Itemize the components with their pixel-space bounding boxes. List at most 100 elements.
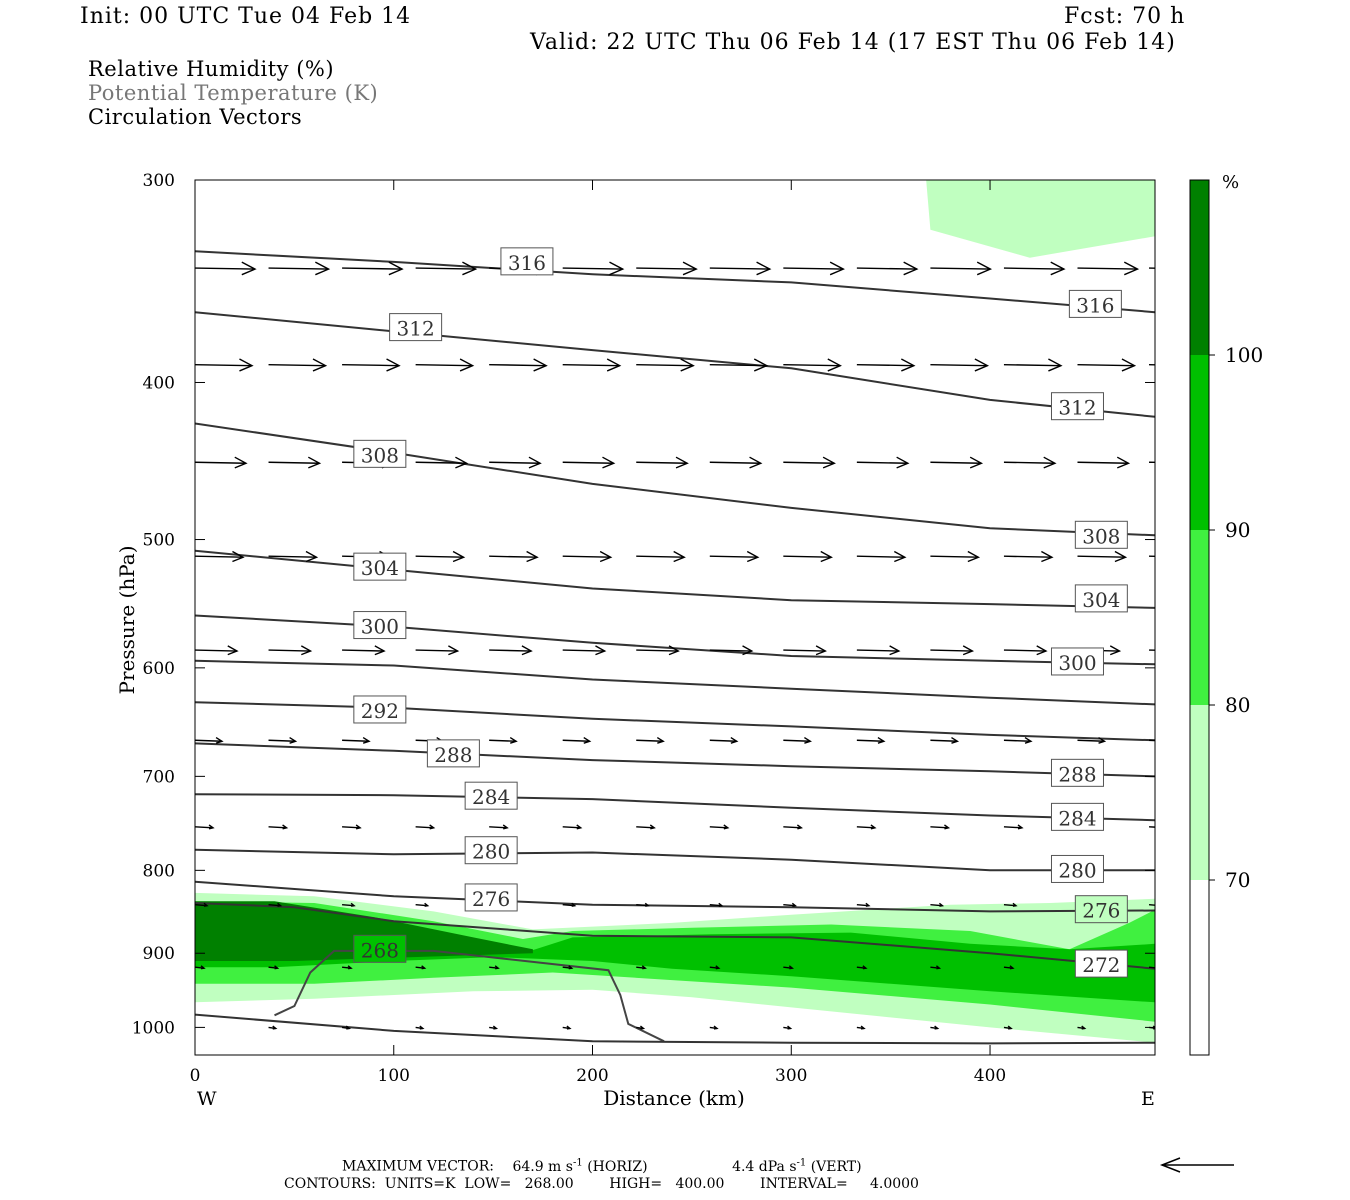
- vector-shaft: [415, 363, 473, 367]
- vector-head: [682, 261, 698, 276]
- y-tick-label: 700: [143, 767, 175, 787]
- circulation-vector: [709, 1025, 719, 1030]
- vector-shaft: [783, 363, 841, 367]
- vector-head: [974, 358, 990, 372]
- vector-shaft: [709, 826, 728, 829]
- vector-shaft: [1148, 826, 1155, 828]
- vector-shaft: [1003, 267, 1064, 270]
- vector-head: [452, 550, 466, 563]
- x-tick-label: 100: [378, 1066, 410, 1086]
- y-tick-label: 600: [143, 659, 175, 679]
- x-tick-label: 200: [576, 1066, 608, 1086]
- circulation-vector: [1077, 261, 1140, 276]
- circulation-vector: [415, 645, 460, 656]
- y-tick-label: 1000: [132, 1018, 175, 1038]
- circulation-vector: [1003, 645, 1048, 656]
- circulation-vector: [930, 261, 993, 276]
- circulation-vector: [636, 645, 680, 656]
- vector-head: [903, 261, 919, 276]
- isentrope-label-box-276: [464, 883, 518, 912]
- vector-head: [307, 456, 322, 469]
- isentrope-label-304: 304: [1082, 588, 1120, 612]
- isentrope-312: [195, 311, 1155, 418]
- circulation-vector: [342, 736, 371, 744]
- vector-shaft: [783, 555, 832, 558]
- vector-shaft: [930, 363, 988, 367]
- vector-head: [893, 550, 907, 563]
- circulation-vector: [489, 550, 539, 563]
- vector-head: [1114, 550, 1128, 563]
- circulation-vector: [342, 965, 353, 970]
- circulation-vector: [783, 736, 812, 744]
- plot-frame: [194, 179, 1156, 1056]
- vector-shaft: [268, 555, 317, 558]
- vector-head: [1109, 645, 1122, 656]
- vector-shaft: [1003, 363, 1061, 367]
- vector-head: [282, 824, 289, 830]
- vector-head: [1009, 965, 1015, 970]
- vector-head: [1024, 736, 1033, 744]
- circulation-vector: [856, 261, 919, 276]
- vector-head: [215, 736, 224, 744]
- vector-head: [742, 645, 754, 656]
- vector-shaft: [636, 461, 688, 464]
- vector-shaft: [1003, 649, 1046, 652]
- colorbar-label: 100: [1225, 343, 1263, 367]
- isentrope-label-box-300: [1050, 647, 1104, 676]
- vector-shaft: [415, 267, 476, 270]
- vector-shaft: [783, 649, 826, 652]
- circulation-vector: [783, 965, 795, 970]
- isentrope-284: [195, 793, 1155, 822]
- isentrope-label-box-280: [1050, 854, 1104, 883]
- vector-head: [1098, 736, 1107, 744]
- circulation-vector: [562, 456, 616, 469]
- vector-head: [374, 645, 386, 656]
- isentrope-272: [195, 902, 1155, 970]
- isentrope-label-box-308: [1074, 520, 1128, 549]
- vector-head: [862, 965, 868, 970]
- reference-vector-arrow: [1159, 1157, 1234, 1173]
- circulation-vector: [562, 261, 625, 276]
- rh-fill-layer: [195, 180, 1155, 1055]
- circulation-vector: [268, 456, 322, 469]
- circulation-vector: [636, 358, 695, 372]
- isentrope-label-312: 312: [397, 317, 435, 341]
- vector-shaft: [1077, 363, 1135, 367]
- isentrope-label-box-268: [353, 934, 407, 963]
- circulation-vector: [636, 736, 665, 744]
- colorbar-segment: [1190, 530, 1209, 705]
- circulation-vector: [415, 456, 469, 469]
- isentrope-label-292: 292: [361, 699, 399, 723]
- colorbar-label: 70: [1225, 868, 1250, 892]
- vector-shaft: [268, 649, 311, 652]
- vector-head: [300, 645, 313, 656]
- isentrope-288: [195, 742, 1155, 778]
- isentrope-label-box-280: [464, 836, 518, 865]
- vector-head: [969, 456, 984, 469]
- vector-shaft: [1003, 739, 1031, 742]
- y-tick-label: 800: [143, 861, 175, 881]
- circulation-vector: [783, 645, 827, 656]
- vector-shaft: [268, 363, 326, 367]
- circulation-vector: [1077, 1025, 1087, 1030]
- colorbar-segment: [1190, 880, 1209, 1055]
- vector-head: [571, 902, 577, 907]
- colorbar: 100 90 80 70%: [1189, 172, 1263, 1056]
- vector-head: [424, 902, 430, 907]
- vector-head: [419, 1025, 425, 1030]
- circulation-vector: [342, 824, 362, 830]
- isentrope-label-box-292: [353, 695, 407, 724]
- circulation-vector: [415, 358, 475, 372]
- circulation-vector: [415, 261, 478, 276]
- isentrope-label-box-316: [500, 247, 554, 276]
- vector-shaft: [489, 739, 517, 742]
- isentrope-304: [195, 549, 1155, 609]
- vector-shaft: [930, 461, 982, 464]
- y-tick-label: 900: [143, 944, 175, 964]
- vector-shaft: [489, 649, 532, 652]
- vector-head: [232, 550, 245, 563]
- vector-shaft: [930, 826, 949, 829]
- init-time: Init: 00 UTC Tue 04 Feb 14: [80, 4, 412, 29]
- vector-head: [746, 550, 760, 563]
- circulation-vector: [562, 824, 583, 830]
